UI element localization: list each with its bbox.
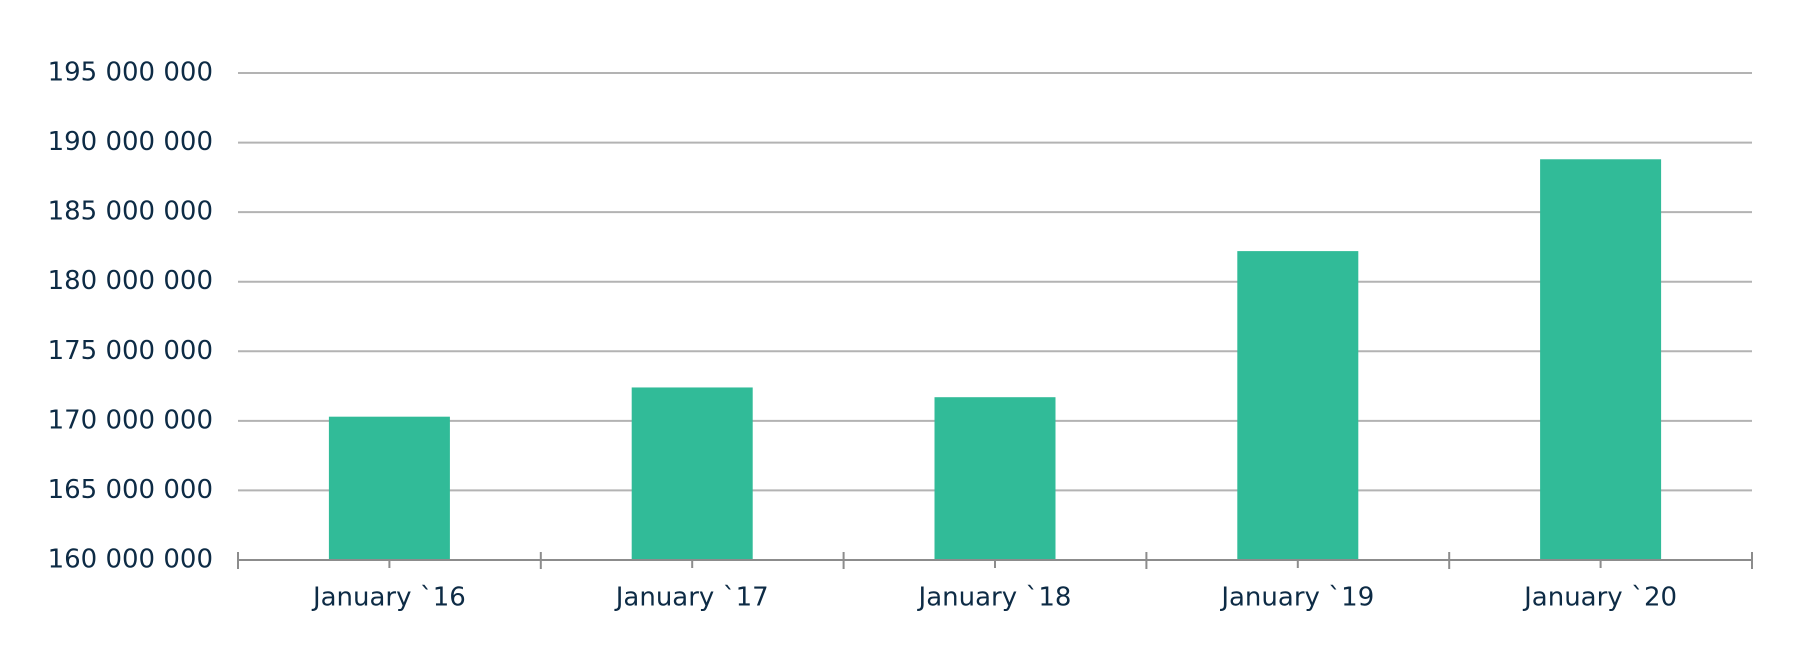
bars	[328, 159, 1662, 561]
y-tick-label: 175 000 000	[48, 336, 213, 366]
bar	[328, 416, 450, 560]
x-tick-label: January `20	[1522, 583, 1677, 613]
x-axis	[237, 552, 1753, 569]
x-axis-tick-labels: January `16 January `17 January `18 January…	[311, 583, 1677, 613]
y-tick-label: 195 000 000	[48, 58, 213, 88]
x-tick-label: January `16	[311, 583, 466, 613]
bar	[1237, 251, 1359, 561]
y-tick-label: 180 000 000	[48, 266, 213, 296]
x-tick-label: January `17	[614, 583, 769, 613]
y-tick-label: 185 000 000	[48, 197, 213, 227]
y-tick-label: 165 000 000	[48, 475, 213, 505]
y-tick-label: 190 000 000	[48, 127, 213, 157]
x-tick-label: January `18	[917, 583, 1072, 613]
bar	[934, 397, 1056, 560]
y-tick-label: 170 000 000	[48, 405, 213, 435]
gridlines	[238, 72, 1752, 492]
y-tick-label: 160 000 000	[48, 545, 213, 575]
x-tick-label: January `19	[1219, 583, 1374, 613]
bar	[1540, 159, 1662, 561]
bar	[631, 387, 753, 560]
y-axis-tick-labels: 160 000 000 165 000 000 170 000 000 175 000…	[48, 58, 213, 575]
